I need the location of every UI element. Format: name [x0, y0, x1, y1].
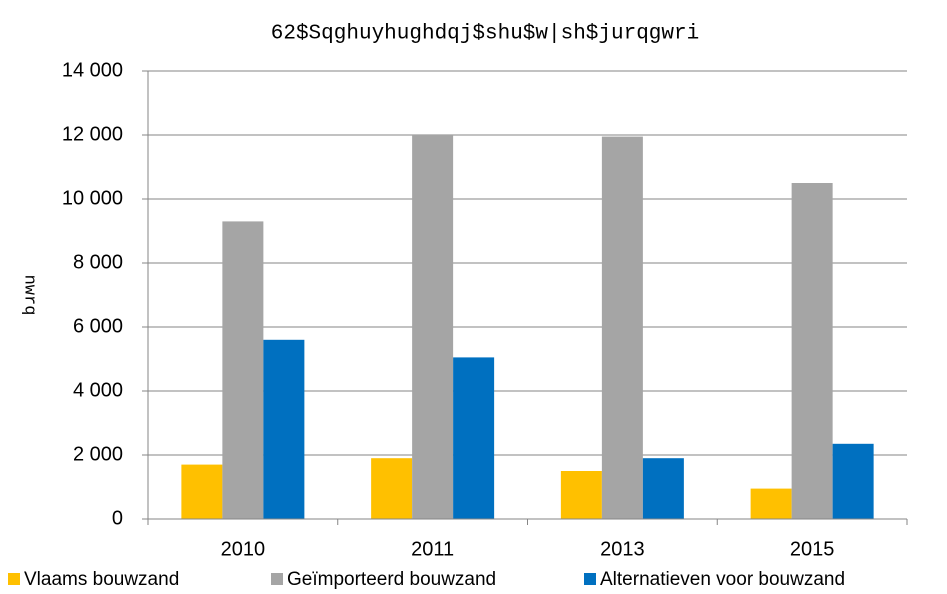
- legend-swatch: [8, 573, 20, 585]
- y-tick-label: 14 000: [62, 59, 123, 81]
- y-axis-label: nwrq: [20, 275, 39, 316]
- chart-title: 62$Sqghuyhughdqj$shu$w|sh$jurqgwri: [271, 23, 699, 46]
- bar: [791, 183, 833, 519]
- x-tick-label: 2010: [221, 538, 266, 560]
- bar: [412, 135, 454, 519]
- bar: [222, 221, 264, 519]
- y-tick-label: 12 000: [62, 123, 123, 145]
- legend-label: Vlaams bouwzand: [24, 569, 179, 590]
- y-tick-label: 4 000: [73, 379, 123, 401]
- y-tick-label: 0: [112, 507, 123, 529]
- bar: [181, 464, 223, 519]
- bar: [371, 458, 413, 519]
- y-tick-label: 6 000: [73, 315, 123, 337]
- bar: [642, 458, 684, 519]
- x-tick-label: 2013: [600, 538, 645, 560]
- bar: [263, 339, 305, 519]
- legend-label: Geïmporteerd bouwzand: [287, 569, 496, 590]
- x-tick-label: 2011: [411, 538, 454, 560]
- x-tick-label: 2015: [790, 538, 835, 560]
- legend-swatch: [271, 573, 283, 585]
- legend-label: Alternatieven voor bouwzand: [600, 569, 845, 590]
- bar: [832, 443, 874, 519]
- y-tick-label: 2 000: [73, 443, 123, 465]
- bar: [750, 488, 792, 519]
- y-tick-label: 8 000: [73, 251, 123, 273]
- bar: [453, 357, 495, 519]
- legend-swatch: [584, 573, 596, 585]
- bar: [601, 136, 643, 519]
- bar: [560, 471, 602, 519]
- y-tick-label: 10 000: [62, 187, 123, 209]
